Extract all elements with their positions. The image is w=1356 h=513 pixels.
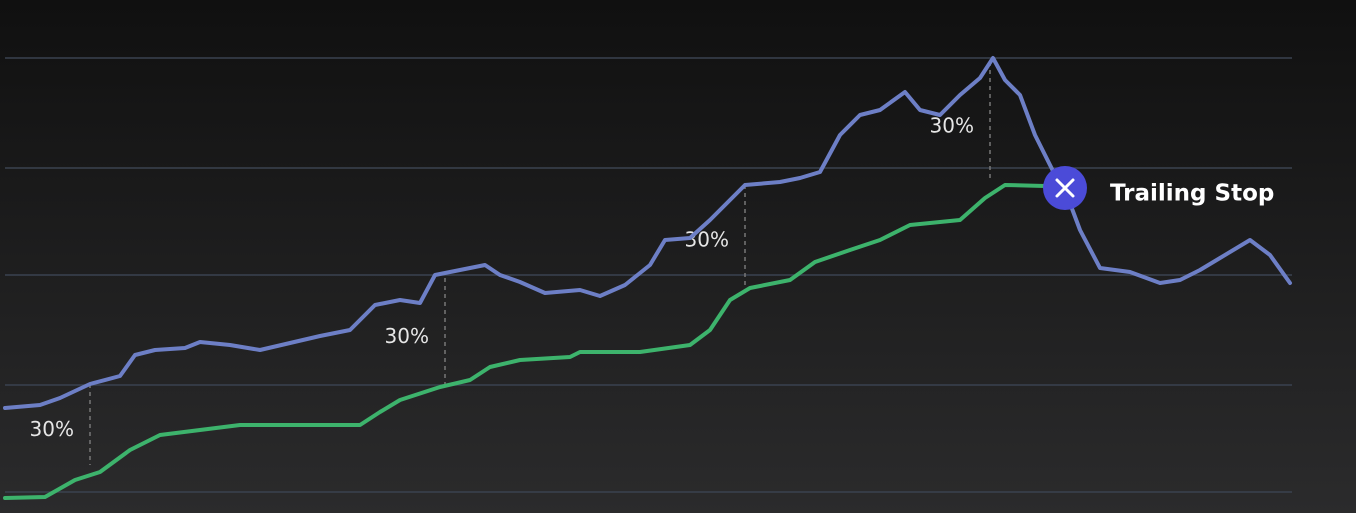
- drop-label: 30%: [930, 114, 974, 138]
- stop-icon: [1055, 178, 1075, 198]
- drop-label: 30%: [30, 417, 74, 441]
- stop-label: Trailing Stop: [1110, 181, 1274, 207]
- drop-label: 30%: [685, 228, 729, 252]
- series-line: [3, 183, 1047, 500]
- drop-label: 30%: [385, 324, 429, 348]
